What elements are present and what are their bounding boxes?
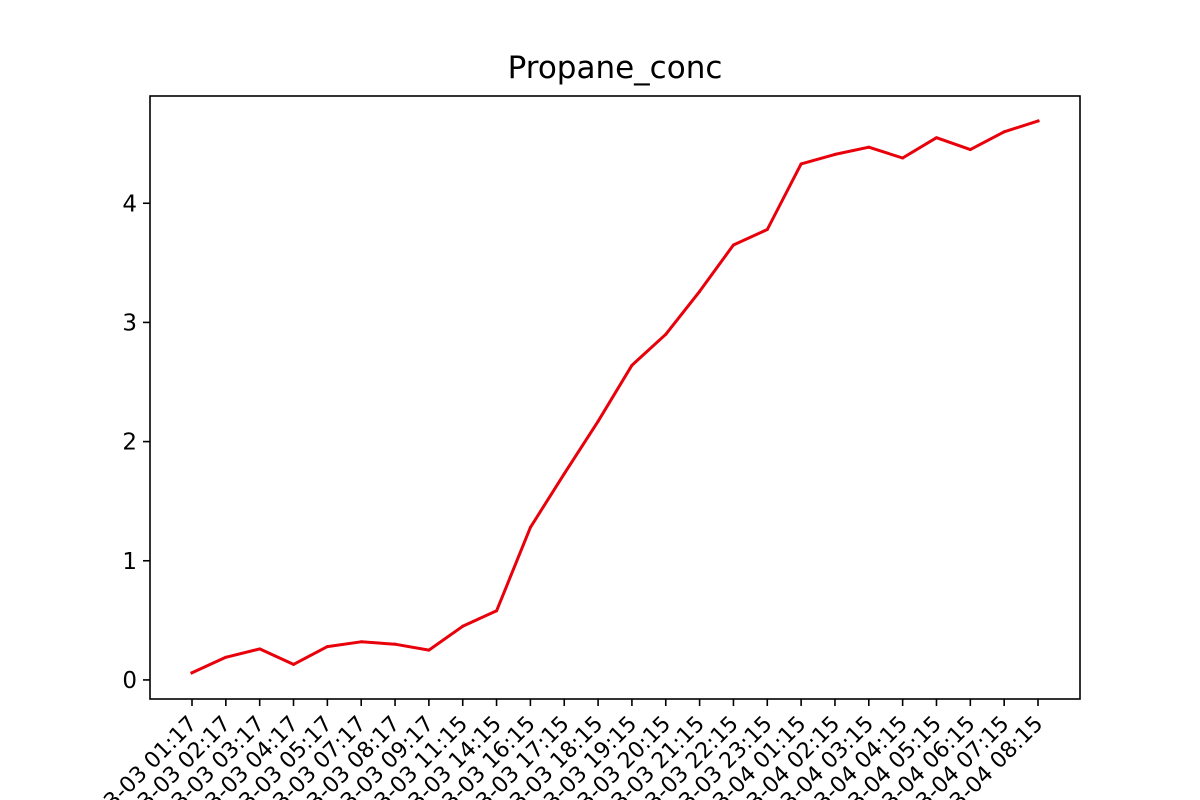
data-point: [1002, 130, 1006, 134]
data-point: [833, 152, 837, 156]
data-point: [427, 648, 431, 652]
y-axis: 0 1 2 3 4: [122, 191, 150, 694]
data-point: [867, 145, 871, 149]
data-point: [190, 671, 194, 675]
data-point: [630, 363, 634, 367]
series-group: [190, 119, 1040, 675]
y-tick-label: 0: [122, 668, 137, 694]
y-tick-label: 4: [122, 191, 137, 217]
data-point: [968, 148, 972, 152]
y-tick-label: 1: [122, 549, 137, 575]
data-point: [799, 162, 803, 166]
data-point: [292, 662, 296, 666]
data-point: [359, 640, 363, 644]
series-line-0: [190, 119, 1040, 675]
chart-title: Propane_conc: [508, 50, 723, 86]
plot-frame: [149, 95, 1081, 700]
data-point: [258, 647, 262, 651]
data-point: [731, 243, 735, 247]
data-point: [664, 332, 668, 336]
data-point: [393, 642, 397, 646]
data-point: [1036, 119, 1040, 123]
data-point: [325, 645, 329, 649]
data-point: [495, 609, 499, 613]
y-tick-label: 3: [122, 310, 137, 336]
data-point: [765, 227, 769, 231]
data-point: [224, 655, 228, 659]
data-point: [698, 289, 702, 293]
data-point: [596, 419, 600, 423]
data-point: [934, 136, 938, 140]
data-point: [901, 156, 905, 160]
data-point: [528, 525, 532, 529]
data-point: [461, 624, 465, 628]
y-tick-label: 2: [122, 430, 137, 456]
data-point: [562, 472, 566, 476]
